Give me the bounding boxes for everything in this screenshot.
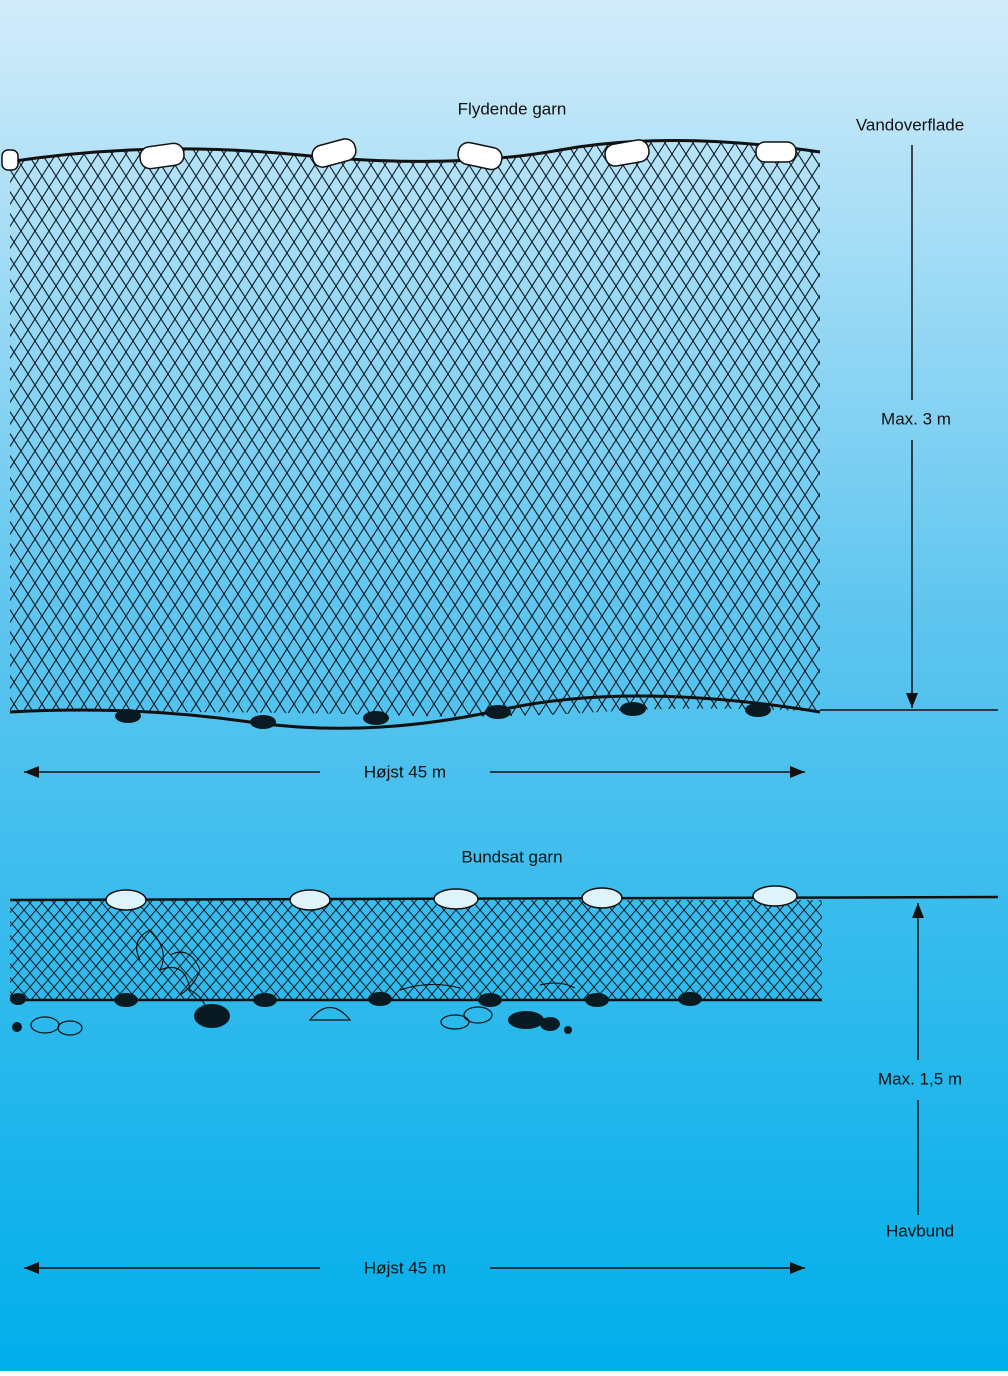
seabed-label: Havbund — [886, 1221, 954, 1240]
seabed-details — [30, 929, 576, 1036]
floating-net — [10, 140, 820, 717]
net-title: Bundsat garn — [461, 847, 562, 866]
sinkers — [115, 702, 771, 729]
height-label: Max. 3 m — [881, 409, 951, 428]
surface-label: Vandoverflade — [856, 115, 964, 134]
length-label: Højst 45 m — [364, 1258, 446, 1277]
sinkers-and-stones — [10, 992, 702, 1034]
floats — [1, 138, 797, 171]
bottom-net — [10, 900, 822, 1000]
length-label: Højst 45 m — [364, 762, 446, 781]
float-line — [9, 895, 999, 902]
height-label: Max. 1,5 m — [878, 1069, 962, 1088]
floats — [105, 885, 798, 911]
net-title: Flydende garn — [458, 99, 567, 118]
